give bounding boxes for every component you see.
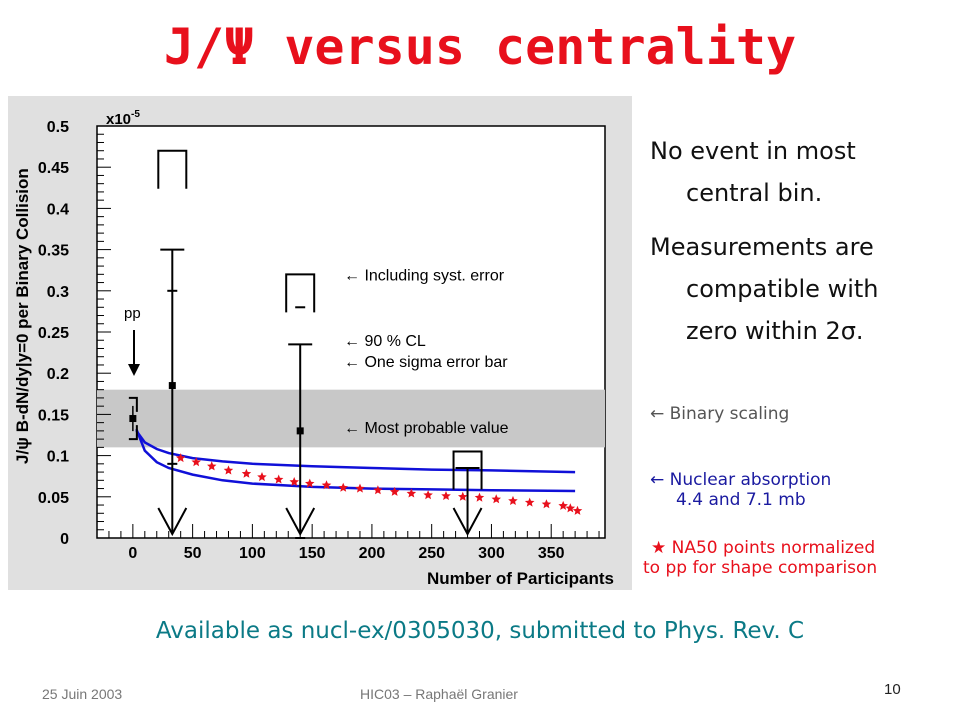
footer-author: HIC03 – Raphaël Granier (360, 686, 518, 702)
chart-annotation: ← 90 % CL (344, 333, 426, 350)
y-tick-label: 0 (60, 531, 69, 548)
syst-error-bracket (285, 273, 316, 313)
x-tick-label: 100 (239, 545, 266, 562)
footer-date: 25 Juin 2003 (42, 686, 123, 702)
y-tick-label: 0.5 (47, 119, 69, 136)
na50-point (207, 461, 217, 471)
y-tick-label: 0.1 (47, 449, 69, 466)
na50-point (572, 505, 583, 515)
y-tick-label: 0.05 (38, 490, 69, 507)
footer-page-number: 10 (884, 681, 901, 698)
y-axis-label: J/ψ B-dN/dy|y=0 per Binary Collision (13, 168, 32, 464)
y-tick-label: 0.3 (47, 284, 69, 301)
y-tick-label: 0.45 (38, 160, 69, 177)
chart-annotation: ← Most probable value (344, 420, 509, 437)
na50-point (241, 468, 252, 478)
na50-point (223, 465, 234, 475)
y-tick-label: 0.35 (38, 243, 69, 260)
x-tick-label: 0 (128, 545, 137, 562)
side-note-1: No event in most central bin. (650, 137, 856, 207)
x-tick-label: 200 (359, 545, 386, 562)
na50-point (524, 497, 535, 507)
na50-point (338, 482, 348, 492)
na50-point (441, 491, 451, 500)
limit-arrow-head (452, 507, 483, 537)
x-tick-label: 300 (478, 545, 505, 562)
syst-error-bracket (452, 450, 483, 490)
binary-scaling-band (97, 389, 605, 448)
na50-point (389, 486, 400, 496)
side-note-2: Measurements are compatible with zero wi… (650, 233, 879, 345)
plot-frame (96, 125, 606, 539)
na50-point (458, 491, 468, 501)
na50-point (321, 480, 332, 490)
na50-point (257, 472, 267, 482)
slide-title: J/Ψ versus centrality (163, 18, 797, 76)
na50-point (508, 495, 518, 505)
na50-point (491, 494, 501, 504)
pp-syst-bracket (128, 396, 138, 441)
legend-na50: ★ NA50 points normalized to pp for shape… (643, 538, 878, 578)
y-tick-label: 0.25 (38, 325, 69, 342)
syst-error-bracket (157, 149, 188, 189)
absorption-curve (135, 428, 576, 493)
x-tick-label: 150 (299, 545, 326, 562)
na50-point (373, 485, 383, 495)
na50-point (423, 490, 433, 500)
legend-nuclear-absorption: ← Nuclear absorption 4.4 and 7.1 mb (650, 470, 832, 510)
limit-arrow-head (285, 507, 316, 537)
chart-annotation: ← Including syst. error (344, 267, 505, 284)
na50-point (355, 483, 365, 493)
pp-point (129, 415, 137, 423)
na50-point (474, 492, 485, 502)
available-note: Available as nucl-ex/0305030, submitted … (155, 618, 805, 644)
x-tick-label: 350 (538, 545, 565, 562)
na50-point (191, 457, 201, 467)
y-tick-label: 0.4 (47, 201, 69, 218)
y-tick-label: 0.2 (47, 366, 69, 383)
y-tick-label: 0.15 (38, 407, 69, 424)
x-tick-label: 50 (184, 545, 202, 562)
na50-point (558, 500, 568, 510)
chart-annotation: ← One sigma error bar (344, 354, 508, 371)
absorption-curve (135, 430, 576, 474)
limit-arrow-head (157, 507, 188, 537)
na50-point (565, 503, 576, 513)
most-probable-value (168, 382, 176, 390)
y-multiplier: x10-5 (106, 109, 140, 128)
na50-point (406, 488, 417, 498)
most-probable-value (296, 427, 304, 435)
legend-binary-scaling: ← Binary scaling (650, 404, 790, 424)
na50-point (289, 477, 299, 486)
pp-arrow-head (128, 364, 140, 376)
x-tick-label: 250 (418, 545, 445, 562)
na50-point (305, 478, 315, 488)
x-axis-label: Number of Participants (427, 569, 614, 588)
pp-label: pp (124, 305, 141, 322)
na50-point (273, 474, 284, 484)
na50-point (541, 499, 552, 509)
na50-point (175, 453, 186, 463)
centrality-plot: 0 0.05 0.1 0.15 0.2 0.25 0.3 0.35 0.4 0.45 0.5 0 50 1… (8, 96, 632, 590)
